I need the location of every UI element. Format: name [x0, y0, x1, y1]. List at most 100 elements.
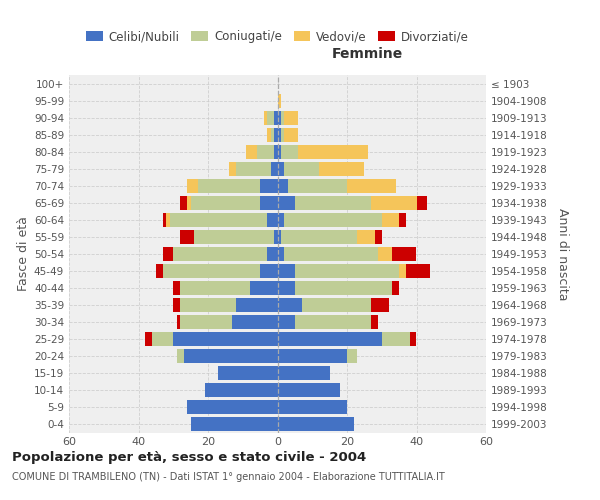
Bar — [173, 332, 277, 346]
Bar — [277, 212, 284, 226]
Bar — [382, 212, 399, 226]
Bar — [267, 110, 274, 124]
Bar — [406, 264, 430, 278]
Bar — [399, 212, 406, 226]
Bar — [302, 298, 371, 312]
Bar — [284, 212, 382, 226]
Bar — [295, 315, 371, 329]
Bar — [277, 332, 382, 346]
Bar — [277, 178, 288, 192]
Bar — [295, 281, 392, 295]
Bar — [277, 417, 354, 431]
Bar — [277, 264, 295, 278]
Bar — [277, 196, 295, 209]
Bar — [277, 349, 347, 363]
Bar — [277, 315, 295, 329]
Bar — [277, 94, 281, 108]
Bar — [281, 230, 358, 243]
Bar — [267, 128, 271, 141]
Bar — [152, 332, 173, 346]
Text: Femmine: Femmine — [332, 46, 403, 60]
Bar — [267, 212, 277, 226]
Bar — [257, 144, 274, 158]
Bar — [295, 264, 399, 278]
Y-axis label: Anni di nascita: Anni di nascita — [556, 208, 569, 300]
Bar — [166, 212, 170, 226]
Bar — [271, 128, 274, 141]
Bar — [277, 247, 284, 260]
Bar — [281, 144, 298, 158]
Bar — [347, 178, 395, 192]
Bar — [284, 162, 319, 175]
Bar — [358, 230, 375, 243]
Bar — [267, 247, 277, 260]
Bar — [187, 178, 197, 192]
Bar — [187, 400, 277, 414]
Bar — [295, 196, 371, 209]
Bar — [277, 400, 347, 414]
Bar — [187, 196, 191, 209]
Bar — [163, 264, 260, 278]
Bar — [410, 332, 416, 346]
Bar — [284, 110, 298, 124]
Bar — [416, 196, 427, 209]
Bar — [274, 110, 277, 124]
Bar — [274, 144, 277, 158]
Bar — [163, 212, 166, 226]
Text: Popolazione per età, sesso e stato civile - 2004: Popolazione per età, sesso e stato civil… — [12, 451, 366, 464]
Bar — [173, 281, 180, 295]
Bar — [250, 281, 277, 295]
Bar — [180, 196, 187, 209]
Bar — [184, 349, 277, 363]
Bar — [274, 230, 277, 243]
Bar — [263, 110, 267, 124]
Bar — [177, 349, 184, 363]
Bar — [392, 247, 416, 260]
Bar — [194, 230, 274, 243]
Bar — [277, 281, 295, 295]
Bar — [277, 128, 281, 141]
Bar — [145, 332, 152, 346]
Bar — [163, 247, 173, 260]
Bar — [236, 298, 277, 312]
Bar — [260, 178, 277, 192]
Bar — [229, 162, 236, 175]
Bar — [274, 128, 277, 141]
Bar — [378, 247, 392, 260]
Bar — [277, 162, 284, 175]
Bar — [236, 162, 271, 175]
Bar — [205, 383, 277, 397]
Bar — [281, 110, 284, 124]
Bar — [284, 128, 298, 141]
Bar — [319, 162, 364, 175]
Bar — [277, 366, 329, 380]
Bar — [191, 417, 277, 431]
Bar — [180, 315, 232, 329]
Bar — [156, 264, 163, 278]
Bar — [170, 212, 267, 226]
Bar — [180, 230, 194, 243]
Bar — [260, 196, 277, 209]
Bar — [382, 332, 410, 346]
Bar — [180, 298, 236, 312]
Bar — [277, 230, 281, 243]
Bar — [347, 349, 358, 363]
Y-axis label: Fasce di età: Fasce di età — [17, 216, 30, 291]
Bar — [180, 281, 250, 295]
Bar — [246, 144, 257, 158]
Bar — [371, 196, 416, 209]
Bar — [277, 144, 281, 158]
Bar — [277, 110, 281, 124]
Bar — [284, 247, 378, 260]
Legend: Celibi/Nubili, Coniugati/e, Vedovi/e, Divorziati/e: Celibi/Nubili, Coniugati/e, Vedovi/e, Di… — [82, 26, 473, 48]
Bar — [191, 196, 260, 209]
Bar — [277, 383, 340, 397]
Bar — [173, 298, 180, 312]
Bar — [197, 178, 260, 192]
Bar — [232, 315, 277, 329]
Bar — [173, 247, 267, 260]
Bar — [277, 298, 302, 312]
Bar — [288, 178, 347, 192]
Bar — [371, 298, 389, 312]
Bar — [375, 230, 382, 243]
